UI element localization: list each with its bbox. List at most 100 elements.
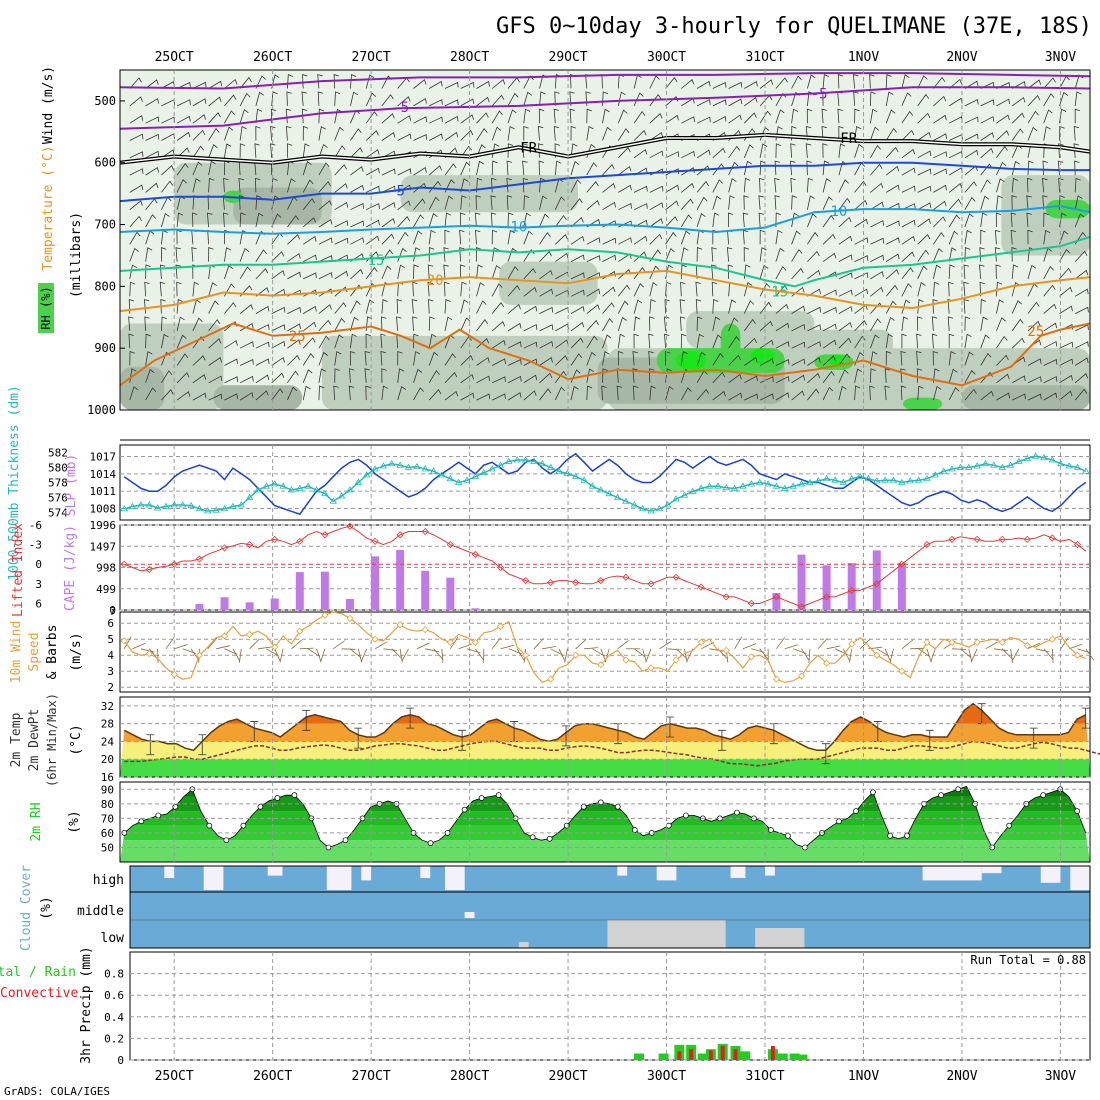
- wind-barb: [492, 358, 506, 366]
- wind-barb: [176, 131, 191, 141]
- wind-barb: [144, 316, 150, 331]
- wind-barb-10m: [784, 644, 799, 650]
- cape-tick-label: 998: [96, 562, 116, 575]
- wind-barb: [917, 150, 932, 159]
- wind-barb-10m: [617, 640, 629, 650]
- wind-barb: [1011, 195, 1017, 210]
- wind-barb: [444, 163, 457, 176]
- wind-barb: [1027, 126, 1038, 141]
- wind-barb: [586, 288, 601, 297]
- wind-barb: [884, 368, 891, 383]
- wind-barb: [350, 147, 363, 159]
- wind-barb: [696, 333, 704, 349]
- wind-barb: [287, 253, 301, 262]
- wind-barb: [1011, 177, 1019, 193]
- isotherm-label: 25: [289, 329, 306, 345]
- wind-barb-10m: [274, 648, 281, 662]
- thickness-point: [488, 465, 496, 472]
- wind-barb: [901, 333, 907, 349]
- wind-barb: [994, 229, 1001, 245]
- wind-barb-10m: [849, 648, 853, 663]
- cloud-high-gap: [922, 866, 982, 881]
- wind-barb-10m: [801, 648, 810, 661]
- wind-barb: [413, 97, 427, 107]
- lifted-tick-label: -6: [29, 519, 42, 532]
- top-date-label: 25OCT: [155, 50, 194, 65]
- wind-barb: [665, 77, 678, 89]
- wind-barb: [507, 266, 519, 280]
- wind-barb: [602, 183, 616, 193]
- wind-barb: [917, 233, 931, 245]
- wind-barb: [617, 284, 631, 297]
- thickness-point: [563, 469, 572, 476]
- wind-barb: [964, 181, 977, 193]
- wind-barb: [996, 354, 1009, 366]
- cloud-high-gap: [326, 866, 352, 890]
- thickness-point: [898, 478, 906, 485]
- wind-speed-point: [772, 675, 780, 683]
- wind-barb: [821, 125, 827, 141]
- wind-barb: [1043, 109, 1053, 124]
- wind-barb: [775, 303, 789, 314]
- wind-barb: [570, 161, 580, 176]
- wind-barb: [1010, 212, 1016, 228]
- wind-barb: [869, 385, 875, 401]
- rh-point: [853, 808, 859, 814]
- wind-barb: [444, 316, 453, 331]
- wind-barb-10m: [918, 648, 931, 658]
- wind-barb-10m: [416, 642, 430, 650]
- wind-barb: [507, 375, 522, 384]
- minmax-bar: [146, 734, 155, 756]
- wind-barb: [224, 358, 238, 366]
- wind-barb: [1026, 212, 1032, 228]
- wind-barb: [822, 196, 833, 210]
- wind-barb: [933, 76, 946, 89]
- millibars-label: (millibars): [69, 212, 84, 298]
- wind-barb: [633, 203, 648, 211]
- wind-barb: [711, 264, 717, 279]
- wind-barb: [444, 99, 459, 107]
- wind-barb: [870, 318, 882, 332]
- cloud-high-gap: [164, 866, 175, 878]
- wind-barb: [1027, 320, 1041, 332]
- wind-barb: [649, 150, 664, 159]
- wind-barb: [807, 74, 816, 89]
- isotherm-label: -5: [811, 86, 828, 102]
- pressure-tick-label: 800: [94, 279, 116, 293]
- wind-barb: [790, 143, 796, 158]
- wind-barb: [1074, 250, 1088, 262]
- wind-barb: [318, 237, 333, 245]
- wind-barb: [681, 116, 695, 124]
- wind-barb-10m: [659, 641, 672, 650]
- thickness-point: [622, 497, 630, 504]
- wind-barb: [917, 249, 930, 262]
- wind-barb: [538, 160, 545, 176]
- wind-barb: [365, 235, 380, 245]
- pressure-tick-label: 900: [94, 341, 116, 355]
- wind-barb-10m: [207, 637, 218, 650]
- cape-tick-label: 499: [96, 583, 116, 596]
- thickness-point: [321, 489, 329, 497]
- wind-barb: [728, 145, 741, 159]
- thickness-point: [689, 487, 697, 494]
- wind-barb: [759, 393, 774, 401]
- thickness-point: [814, 477, 822, 484]
- wind-barb: [413, 182, 427, 193]
- wind-barb: [1027, 110, 1039, 124]
- wind-barb: [317, 91, 324, 106]
- wind-barb: [1059, 230, 1069, 245]
- wind-barb: [428, 165, 442, 176]
- wind-barb: [759, 229, 766, 245]
- wind-tick-label: 4: [107, 649, 114, 662]
- cloud-axis-label: Cloud Cover: [19, 865, 34, 951]
- wind-speed-point: [898, 667, 906, 675]
- wind-barb: [774, 195, 780, 210]
- wind-barb: [428, 389, 442, 401]
- wind-barb: [664, 333, 670, 349]
- thickness-point: [170, 501, 179, 508]
- wind-barb: [507, 285, 521, 297]
- bottom-date-label: 27OCT: [352, 1069, 391, 1084]
- top-date-label: 28OCT: [450, 50, 489, 65]
- wind-barb: [917, 185, 932, 193]
